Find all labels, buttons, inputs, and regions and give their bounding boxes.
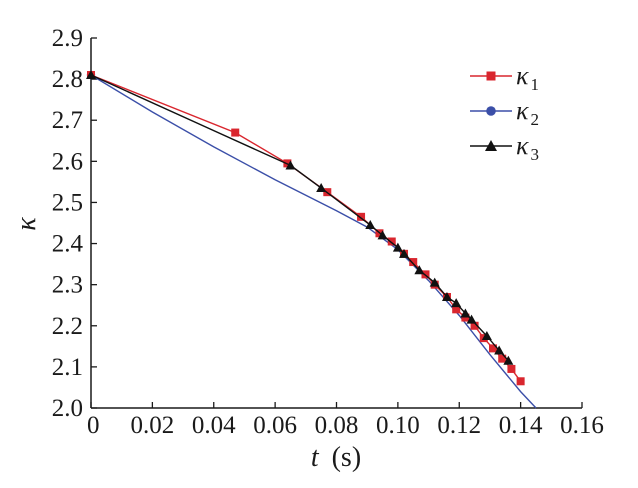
data-point <box>507 364 516 373</box>
data-point <box>498 354 507 363</box>
legend: κ 1κ 2κ 3 <box>470 61 539 164</box>
data-point <box>503 355 514 365</box>
data-point <box>285 160 296 170</box>
data-point <box>414 265 425 275</box>
y-axis: 2.0 2.1 2.2 2.3 2.4 2.5 2.6 2.7 2.8 2.9 <box>52 25 97 422</box>
data-point <box>377 230 388 240</box>
x-tick-label: 0 <box>87 412 100 439</box>
data-point <box>316 183 327 193</box>
data-point <box>399 248 410 258</box>
data-point <box>461 313 470 322</box>
legend-label-symbol: κ <box>516 131 529 160</box>
x-tick-label: 0.12 <box>437 412 481 439</box>
y-tick-label: 2.9 <box>52 25 83 52</box>
series-line <box>90 74 522 382</box>
series-κ3 <box>86 70 514 365</box>
data-point <box>441 292 452 301</box>
data-point <box>470 321 479 330</box>
data-point <box>460 308 471 318</box>
legend-label-symbol: κ <box>516 61 529 90</box>
legend-marker <box>486 106 496 116</box>
y-tick-label: 2.6 <box>52 148 83 175</box>
x-axis-title: t (s) <box>311 442 361 473</box>
data-point <box>451 298 462 308</box>
legend-marker <box>486 71 496 81</box>
x-tick-label: 0.10 <box>376 412 420 439</box>
data-point <box>481 331 492 341</box>
y-tick-label: 2.8 <box>52 66 83 93</box>
y-tick-label: 2.4 <box>52 231 84 258</box>
y-tick-label: 2.3 <box>52 272 83 299</box>
data-point <box>494 345 505 355</box>
data-point <box>86 70 96 79</box>
data-point <box>516 377 525 386</box>
x-tick-label: 0.06 <box>253 412 297 439</box>
y-tick-label: 2.5 <box>52 189 83 216</box>
legend-label-subscript: 2 <box>530 110 539 129</box>
x-tick-label: 0.16 <box>560 412 604 439</box>
x-tick-label: 0.14 <box>499 412 543 439</box>
series-κ2 <box>86 70 537 409</box>
x-axis-title-variable: t <box>311 442 320 473</box>
series-line <box>90 74 509 362</box>
legend-marker <box>485 140 497 151</box>
x-axis-title-unit: (s) <box>332 442 362 473</box>
legend-label-subscript: 1 <box>530 75 539 94</box>
y-tick-label: 2.2 <box>52 313 83 340</box>
data-point <box>466 314 477 324</box>
y-tick-label: 2.0 <box>52 395 83 422</box>
data-point <box>452 305 461 314</box>
legend-label-subscript: 3 <box>530 145 539 164</box>
data-point <box>357 212 366 221</box>
series-line <box>90 74 537 409</box>
x-axis: 0 0.02 0.04 0.06 0.08 0.10 0.12 0.14 0.16 <box>87 402 604 439</box>
data-point <box>365 220 376 230</box>
legend-label-symbol: κ <box>516 96 529 125</box>
series-κ1 <box>87 71 525 386</box>
x-tick-label: 0.04 <box>192 412 236 439</box>
series-layer <box>86 70 537 409</box>
data-point <box>489 344 498 353</box>
x-tick-label: 0.08 <box>315 412 359 439</box>
data-point <box>409 258 418 267</box>
data-point <box>231 128 240 137</box>
data-point <box>387 237 396 246</box>
data-point <box>392 242 403 252</box>
y-tick-label: 2.7 <box>52 107 83 134</box>
y-axis-title: κ <box>11 217 42 231</box>
y-tick-label: 2.1 <box>52 354 83 381</box>
x-tick-label: 0.02 <box>131 412 175 439</box>
data-point <box>429 277 440 287</box>
